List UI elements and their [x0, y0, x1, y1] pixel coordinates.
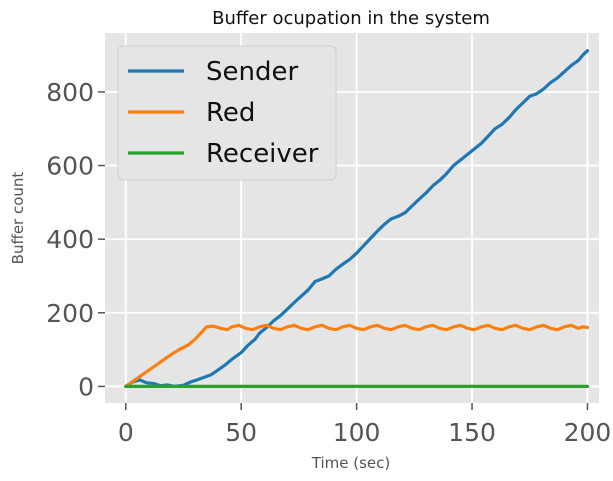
y-axis-label: Buffer count — [9, 172, 27, 265]
y-tick-label: 600 — [46, 152, 94, 181]
x-axis-label: Time (sec) — [311, 454, 390, 472]
series-line-sender — [124, 49, 590, 388]
legend-label: Receiver — [206, 139, 319, 169]
x-tick-label: 200 — [564, 418, 612, 447]
legend-label: Sender — [206, 57, 298, 87]
x-tick-label: 0 — [118, 418, 134, 447]
y-tick-label: 400 — [46, 225, 94, 254]
chart-title: Buffer ocupation in the system — [212, 8, 490, 29]
legend-box — [117, 45, 337, 181]
legend: Sender Red Receiver — [117, 45, 337, 181]
x-tick-label: 100 — [333, 418, 381, 447]
x-tick-label: 50 — [225, 418, 257, 447]
series-lines — [124, 49, 590, 388]
legend-label: Red — [206, 98, 255, 128]
x-tick-label: 150 — [448, 418, 496, 447]
series-line-red — [124, 323, 590, 388]
y-tick-label: 800 — [46, 78, 94, 107]
y-tick-label: 0 — [78, 372, 94, 401]
ticks: 0 50 100 150 200 0 200 400 600 800 — [46, 78, 611, 447]
y-tick-label: 200 — [46, 299, 94, 328]
